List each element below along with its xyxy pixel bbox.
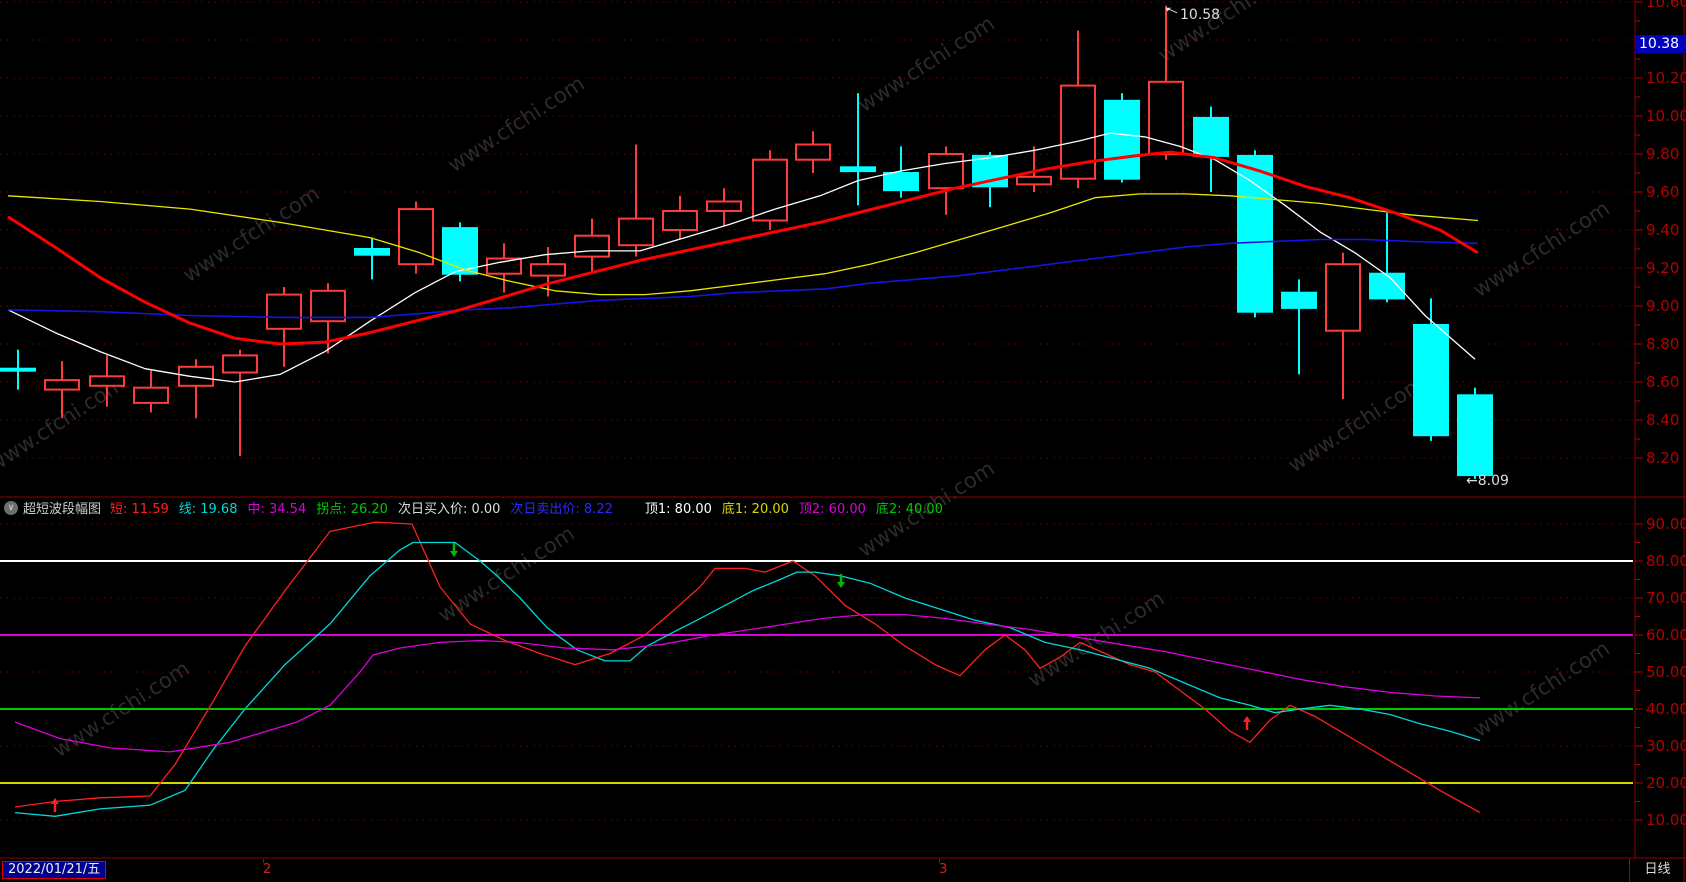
indicator-field: 中: 34.54 — [247, 502, 307, 517]
indicator-values: 短: 11.59 线: 19.68 中: 34.54 拐点: 26.20 次日买入价: … — [110, 498, 953, 517]
candle-body — [0, 367, 36, 372]
candle-body — [266, 293, 302, 330]
indicator-field: 底1: 20.00 — [721, 502, 789, 517]
osc-axis-label: 90.00 — [1646, 515, 1686, 533]
watermark: www.cfchi.com — [1024, 586, 1169, 692]
candle-body — [178, 365, 214, 387]
candle-body — [44, 379, 80, 391]
candle-body — [1457, 394, 1493, 477]
ma-red-trend — [7, 150, 1479, 346]
sell-signal-arrowhead — [450, 551, 458, 557]
candle-body — [706, 200, 742, 212]
ma-yellow — [7, 193, 1479, 296]
candle-body — [928, 153, 964, 190]
candle-body — [89, 375, 125, 387]
osc-axis-label: 70.00 — [1646, 589, 1686, 607]
indicator-field: 底2: 40.00 — [875, 502, 943, 517]
month-marker: 2 — [263, 862, 272, 877]
price-axis-label: 10.60 — [1646, 0, 1686, 11]
watermark: www.cfchi.com — [1284, 371, 1429, 477]
high-price-annotation: 10.58 — [1180, 7, 1220, 23]
period-selector[interactable]: 日线 — [1629, 859, 1685, 882]
watermark: www.cfchi.com — [434, 521, 579, 627]
price-axis-label: 9.20 — [1646, 259, 1679, 277]
candle-body — [1369, 272, 1405, 300]
candle-body — [486, 257, 522, 275]
candle-body — [1237, 154, 1273, 313]
indicator-field: 短: 11.59 — [110, 502, 169, 517]
price-axis-label: 9.00 — [1646, 297, 1679, 315]
time-axis-bar: 2022/01/21/五 2 3 日线 — [0, 859, 1686, 882]
price-axis-label: 9.80 — [1646, 145, 1679, 163]
sell-signal-arrowhead — [837, 582, 845, 588]
indicator-title: 超短波段幅图 — [23, 502, 102, 517]
price-axis-label: 9.40 — [1646, 221, 1679, 239]
candle-body — [1325, 263, 1361, 332]
high-pointer-arrowhead — [1166, 7, 1171, 12]
indicator-field: 顶2: 60.00 — [798, 502, 866, 517]
watermark: www.cfchi.com — [1469, 196, 1614, 302]
buy-signal-arrowhead — [1243, 716, 1251, 722]
month-marker: 3 — [939, 862, 948, 877]
candle-body — [1281, 291, 1317, 309]
osc-axis-label: 30.00 — [1646, 737, 1686, 755]
ma-white — [7, 132, 1476, 383]
last-price-badge: 10.38 — [1636, 35, 1686, 53]
indicator-field: 次日买入价: 0.00 — [397, 502, 501, 517]
candle-body — [1104, 99, 1140, 180]
price-axis-label: 8.40 — [1646, 411, 1679, 429]
osc-线 — [14, 541, 1481, 817]
candle-body — [442, 227, 478, 275]
candle-body — [310, 289, 346, 323]
price-axis-label: 8.80 — [1646, 335, 1679, 353]
candle-body — [840, 166, 876, 173]
osc-axis-label: 60.00 — [1646, 626, 1686, 644]
watermark: www.cfchi.com — [179, 181, 324, 287]
price-axis-label: 10.20 — [1646, 69, 1686, 87]
indicator-field: 拐点: 26.20 — [316, 502, 388, 517]
collapse-indicator-icon[interactable]: ∨ — [4, 500, 18, 515]
price-axis-label: 8.20 — [1646, 449, 1679, 467]
candle-body — [662, 210, 698, 231]
indicator-field: 次日卖出价: 8.22 — [510, 502, 613, 517]
price-axis-label: 9.60 — [1646, 183, 1679, 201]
watermark: www.cfchi.com — [1154, 0, 1299, 67]
candle-body — [133, 386, 169, 404]
price-axis-label: 10.00 — [1646, 107, 1686, 125]
candle-body — [1193, 116, 1229, 157]
indicator-field: 线: 19.68 — [178, 502, 238, 517]
watermark: www.cfchi.com — [444, 71, 589, 177]
candle-body — [222, 354, 258, 374]
osc-axis-label: 50.00 — [1646, 663, 1686, 681]
candle-body — [752, 158, 788, 222]
candle-body — [1016, 175, 1052, 186]
candle-body — [883, 172, 919, 192]
candle-body — [618, 217, 654, 247]
buy-signal-arrowhead — [51, 798, 59, 804]
candle-body — [530, 263, 566, 277]
osc-短 — [14, 521, 1481, 814]
month-tick — [263, 859, 264, 863]
osc-axis-label: 10.00 — [1646, 811, 1686, 829]
month-tick — [939, 859, 940, 863]
first-bar-date: 2022/01/21/五 — [2, 861, 107, 879]
candle-body — [574, 234, 610, 258]
osc-axis-label: 80.00 — [1646, 552, 1686, 570]
low-price-annotation: ←8.09 — [1466, 473, 1509, 489]
candle-body — [354, 248, 390, 256]
watermark: www.cfchi.com — [854, 11, 999, 117]
indicator-field: 顶1: 80.00 — [644, 502, 712, 517]
candle-body — [795, 143, 831, 161]
osc-中 — [14, 613, 1481, 753]
indicator-header: ∨ 超短波段幅图 短: 11.59 线: 19.68 中: 34.54 拐点: 26.… — [4, 498, 953, 517]
osc-axis-label: 40.00 — [1646, 700, 1686, 718]
watermark: www.cfchi.com — [1469, 636, 1614, 742]
ma-blue — [7, 238, 1479, 319]
candle-body — [1413, 324, 1449, 437]
price-axis-label: 8.60 — [1646, 373, 1679, 391]
osc-axis-label: 20.00 — [1646, 774, 1686, 792]
